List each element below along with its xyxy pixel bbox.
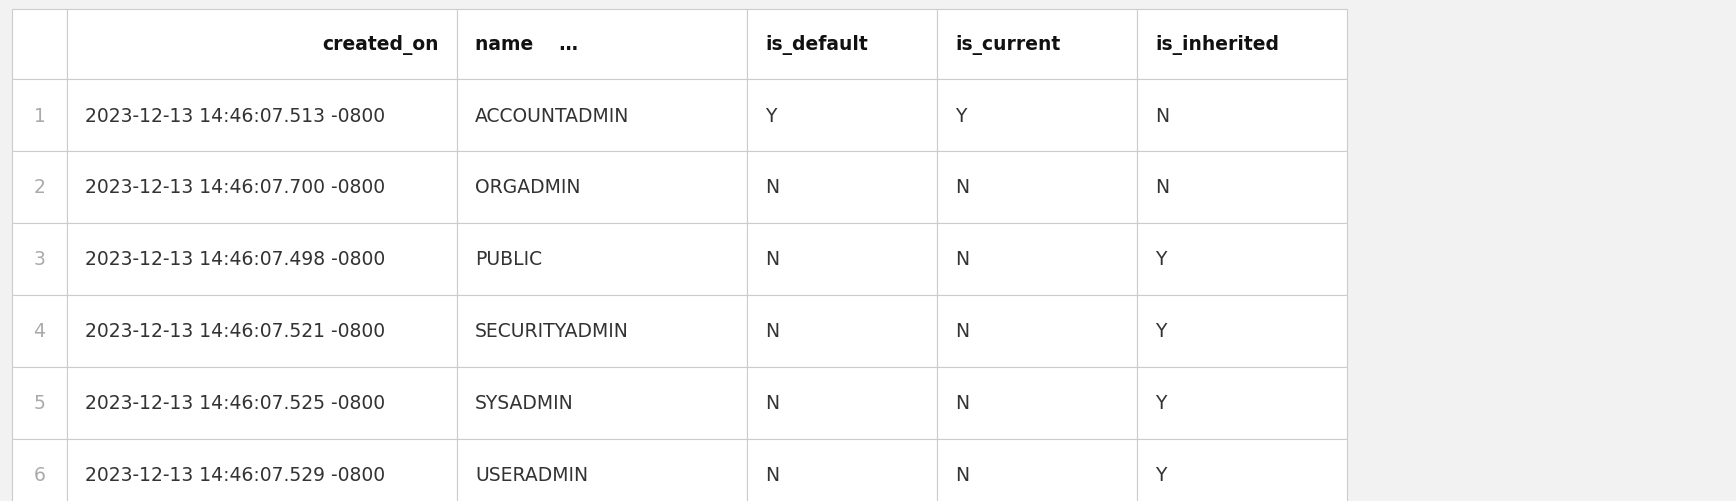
Bar (937, 367, 1137, 439)
Bar (937, 152, 1137, 223)
Text: 3: 3 (33, 250, 45, 269)
Bar (68, 223, 457, 296)
Bar (68, 439, 457, 501)
Bar (746, 152, 937, 223)
Bar (457, 10, 746, 80)
Text: ACCOUNTADMIN: ACCOUNTADMIN (476, 106, 630, 125)
Text: SECURITYADMIN: SECURITYADMIN (476, 322, 628, 341)
Text: N: N (766, 394, 779, 413)
Text: 2023-12-13 14:46:07.529 -0800: 2023-12-13 14:46:07.529 -0800 (85, 465, 385, 484)
Text: 6: 6 (33, 465, 45, 484)
Text: 4: 4 (33, 322, 45, 341)
Text: N: N (1154, 178, 1168, 197)
Bar (12, 80, 68, 152)
Bar (457, 223, 746, 296)
Text: 1: 1 (33, 106, 45, 125)
Text: ORGADMIN: ORGADMIN (476, 178, 580, 197)
Bar (937, 439, 1137, 501)
Bar (937, 10, 1137, 80)
Text: Y: Y (955, 106, 967, 125)
Bar (746, 10, 937, 80)
Text: N: N (766, 250, 779, 269)
Text: SYSADMIN: SYSADMIN (476, 394, 575, 413)
Text: N: N (955, 394, 969, 413)
Bar (1137, 223, 1347, 296)
Text: N: N (955, 250, 969, 269)
Text: N: N (955, 322, 969, 341)
Bar (746, 223, 937, 296)
Text: is_inherited: is_inherited (1154, 35, 1279, 55)
Text: Y: Y (1154, 322, 1167, 341)
Text: 2023-12-13 14:46:07.513 -0800: 2023-12-13 14:46:07.513 -0800 (85, 106, 385, 125)
Bar (746, 80, 937, 152)
Bar (746, 296, 937, 367)
Text: N: N (766, 465, 779, 484)
Bar (68, 367, 457, 439)
Bar (457, 439, 746, 501)
Bar (937, 296, 1137, 367)
Text: 5: 5 (33, 394, 45, 413)
Bar (1137, 152, 1347, 223)
Text: 2: 2 (33, 178, 45, 197)
Text: N: N (1154, 106, 1168, 125)
Text: created_on: created_on (323, 35, 439, 55)
Bar (1137, 296, 1347, 367)
Bar (746, 439, 937, 501)
Text: 2023-12-13 14:46:07.498 -0800: 2023-12-13 14:46:07.498 -0800 (85, 250, 385, 269)
Bar (1137, 439, 1347, 501)
Bar (1137, 367, 1347, 439)
Text: 2023-12-13 14:46:07.700 -0800: 2023-12-13 14:46:07.700 -0800 (85, 178, 385, 197)
Text: N: N (955, 465, 969, 484)
Bar (937, 80, 1137, 152)
Bar (457, 367, 746, 439)
Text: PUBLIC: PUBLIC (476, 250, 542, 269)
Bar (12, 223, 68, 296)
Bar (1137, 10, 1347, 80)
Text: N: N (955, 178, 969, 197)
Text: Y: Y (1154, 394, 1167, 413)
Bar (746, 367, 937, 439)
Text: Y: Y (766, 106, 776, 125)
Bar (12, 10, 68, 80)
Text: Y: Y (1154, 250, 1167, 269)
Text: is_default: is_default (766, 35, 868, 55)
Text: 2023-12-13 14:46:07.521 -0800: 2023-12-13 14:46:07.521 -0800 (85, 322, 385, 341)
Bar (12, 152, 68, 223)
Bar (457, 80, 746, 152)
Bar (68, 10, 457, 80)
Text: N: N (766, 322, 779, 341)
Bar (457, 152, 746, 223)
Bar (1137, 80, 1347, 152)
Text: Y: Y (1154, 465, 1167, 484)
Bar (68, 80, 457, 152)
Bar (68, 296, 457, 367)
Text: 2023-12-13 14:46:07.525 -0800: 2023-12-13 14:46:07.525 -0800 (85, 394, 385, 413)
Bar (937, 223, 1137, 296)
Bar (68, 152, 457, 223)
Bar (12, 439, 68, 501)
Text: is_current: is_current (955, 35, 1061, 55)
Text: name    …: name … (476, 36, 578, 55)
Bar (12, 296, 68, 367)
Text: N: N (766, 178, 779, 197)
Text: USERADMIN: USERADMIN (476, 465, 589, 484)
Bar (457, 296, 746, 367)
Bar (12, 367, 68, 439)
